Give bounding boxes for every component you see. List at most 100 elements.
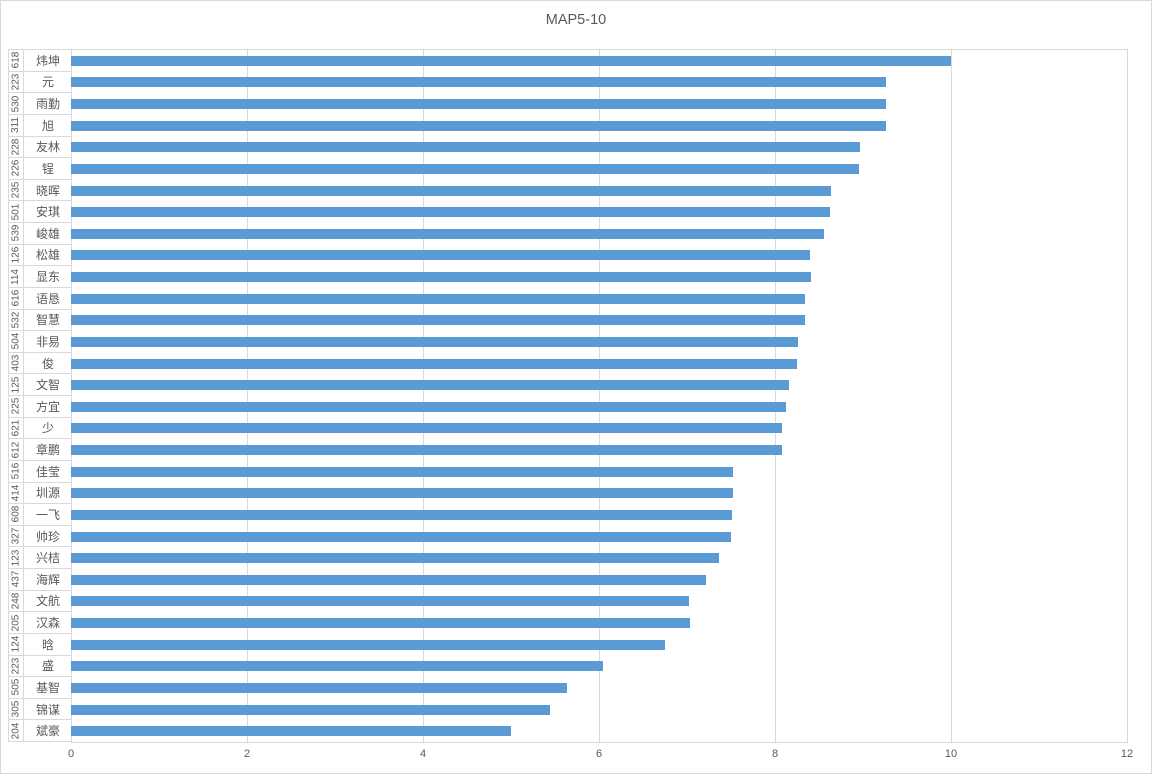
category-label: 显东	[35, 270, 60, 285]
category-row: 437 海辉	[9, 569, 72, 591]
bar	[71, 509, 732, 520]
category-code: 516	[9, 460, 24, 482]
category-row: 205 汉森	[9, 612, 72, 634]
category-code: 204	[9, 720, 24, 741]
category-code-text: 305	[10, 700, 21, 718]
value-axis: 0 2 4 6 8 10 12	[68, 748, 1133, 764]
category-code-text: 530	[10, 95, 21, 112]
bar	[71, 228, 825, 239]
category-code-text: 608	[10, 506, 21, 523]
category-row: 516 佳莹	[9, 460, 72, 483]
category-code-text: 505	[10, 679, 21, 696]
category-label: 非易	[35, 334, 60, 349]
category-code-text: 225	[10, 397, 21, 415]
category-code-text: 539	[10, 224, 21, 242]
category-code-text: 204	[10, 722, 21, 740]
category-row: 539 峻雄	[9, 223, 72, 245]
category-row: 504 非易	[9, 331, 72, 353]
category-label: 友林	[35, 140, 60, 155]
category-row: 226 锃	[9, 158, 72, 180]
category-code-text: 248	[10, 592, 21, 610]
category-row: 608 一飞	[9, 504, 72, 526]
category-code-text: 501	[10, 203, 21, 221]
category-label: 汉森	[35, 616, 60, 631]
bar	[71, 726, 511, 737]
bar	[71, 250, 811, 261]
category-row: 225 方宜	[9, 396, 72, 418]
category-code-text: 437	[10, 570, 21, 588]
category-code-text: 114	[10, 268, 22, 285]
category-label: 斌豪	[35, 724, 60, 739]
category-row: 125 文智	[9, 374, 72, 396]
category-label: 圳源	[35, 486, 60, 501]
bar	[71, 163, 859, 174]
category-row: 618 炜坤	[9, 50, 72, 72]
category-row: 403 俊	[9, 352, 72, 375]
category-code-text: 235	[10, 181, 21, 199]
bar	[71, 466, 733, 477]
category-row: 124 晗	[9, 633, 72, 656]
x-tick-label: 6	[595, 748, 603, 760]
category-label: 雨勤	[35, 97, 60, 112]
category-row: 248 文航	[9, 590, 72, 613]
category-row: 235 晓晖	[9, 179, 72, 202]
bar	[71, 618, 690, 629]
category-label: 佳莹	[35, 464, 60, 479]
bar	[71, 293, 805, 304]
bar	[71, 531, 731, 542]
category-label: 少	[41, 421, 54, 436]
category-code-text: 516	[10, 462, 21, 480]
bar	[71, 423, 782, 434]
category-code: 414	[9, 482, 24, 504]
category-label: 锦谋	[35, 702, 60, 717]
category-code-text: 612	[10, 441, 21, 458]
category-label: 俊	[41, 356, 54, 371]
category-row: 228 友林	[9, 136, 72, 159]
category-code-text: 125	[10, 376, 21, 394]
category-code: 124	[9, 633, 24, 655]
category-code-text: 124	[10, 635, 21, 653]
category-label: 文航	[35, 594, 60, 609]
category-row: 311 旭	[9, 114, 72, 137]
category-code: 223	[9, 655, 24, 677]
category-row: 126 松雄	[9, 244, 72, 267]
chart-title: MAP5-10	[545, 12, 607, 28]
category-row: 123 兴桔	[9, 547, 72, 569]
category-code-text: 311	[10, 117, 22, 134]
category-code: 616	[9, 287, 24, 309]
category-code-text: 616	[10, 289, 21, 307]
bar	[71, 553, 719, 564]
category-code: 205	[9, 612, 24, 633]
bar	[71, 77, 886, 88]
category-label: 松雄	[35, 248, 60, 263]
category-row: 612 章鹏	[9, 439, 72, 461]
x-tick-label: 8	[771, 748, 779, 760]
category-code: 403	[9, 352, 24, 374]
category-label: 旭	[41, 118, 54, 133]
category-row: 532 智慧	[9, 309, 72, 332]
category-code: 235	[9, 179, 24, 201]
category-label: 海辉	[35, 572, 60, 587]
category-label: 晗	[41, 637, 54, 652]
x-tick-label: 2	[243, 748, 251, 760]
bar	[71, 185, 832, 196]
category-code: 504	[9, 331, 24, 352]
category-code-text: 223	[10, 73, 21, 91]
bar	[71, 358, 797, 369]
category-row: 204 斌豪	[9, 720, 72, 742]
category-code: 126	[9, 244, 24, 266]
category-label: 峻雄	[35, 226, 60, 241]
category-code-text: 504	[10, 333, 21, 350]
bar	[71, 401, 786, 412]
category-label: 方宜	[35, 399, 60, 414]
category-code-text: 414	[10, 484, 21, 502]
bar	[71, 380, 790, 391]
bar	[71, 596, 689, 607]
category-code: 125	[9, 374, 24, 395]
bar	[71, 55, 951, 66]
category-code: 305	[9, 698, 24, 720]
x-tick-label: 10	[944, 748, 958, 760]
bar	[71, 574, 706, 585]
category-code-text: 618	[10, 51, 21, 69]
category-code-text: 126	[10, 246, 21, 264]
